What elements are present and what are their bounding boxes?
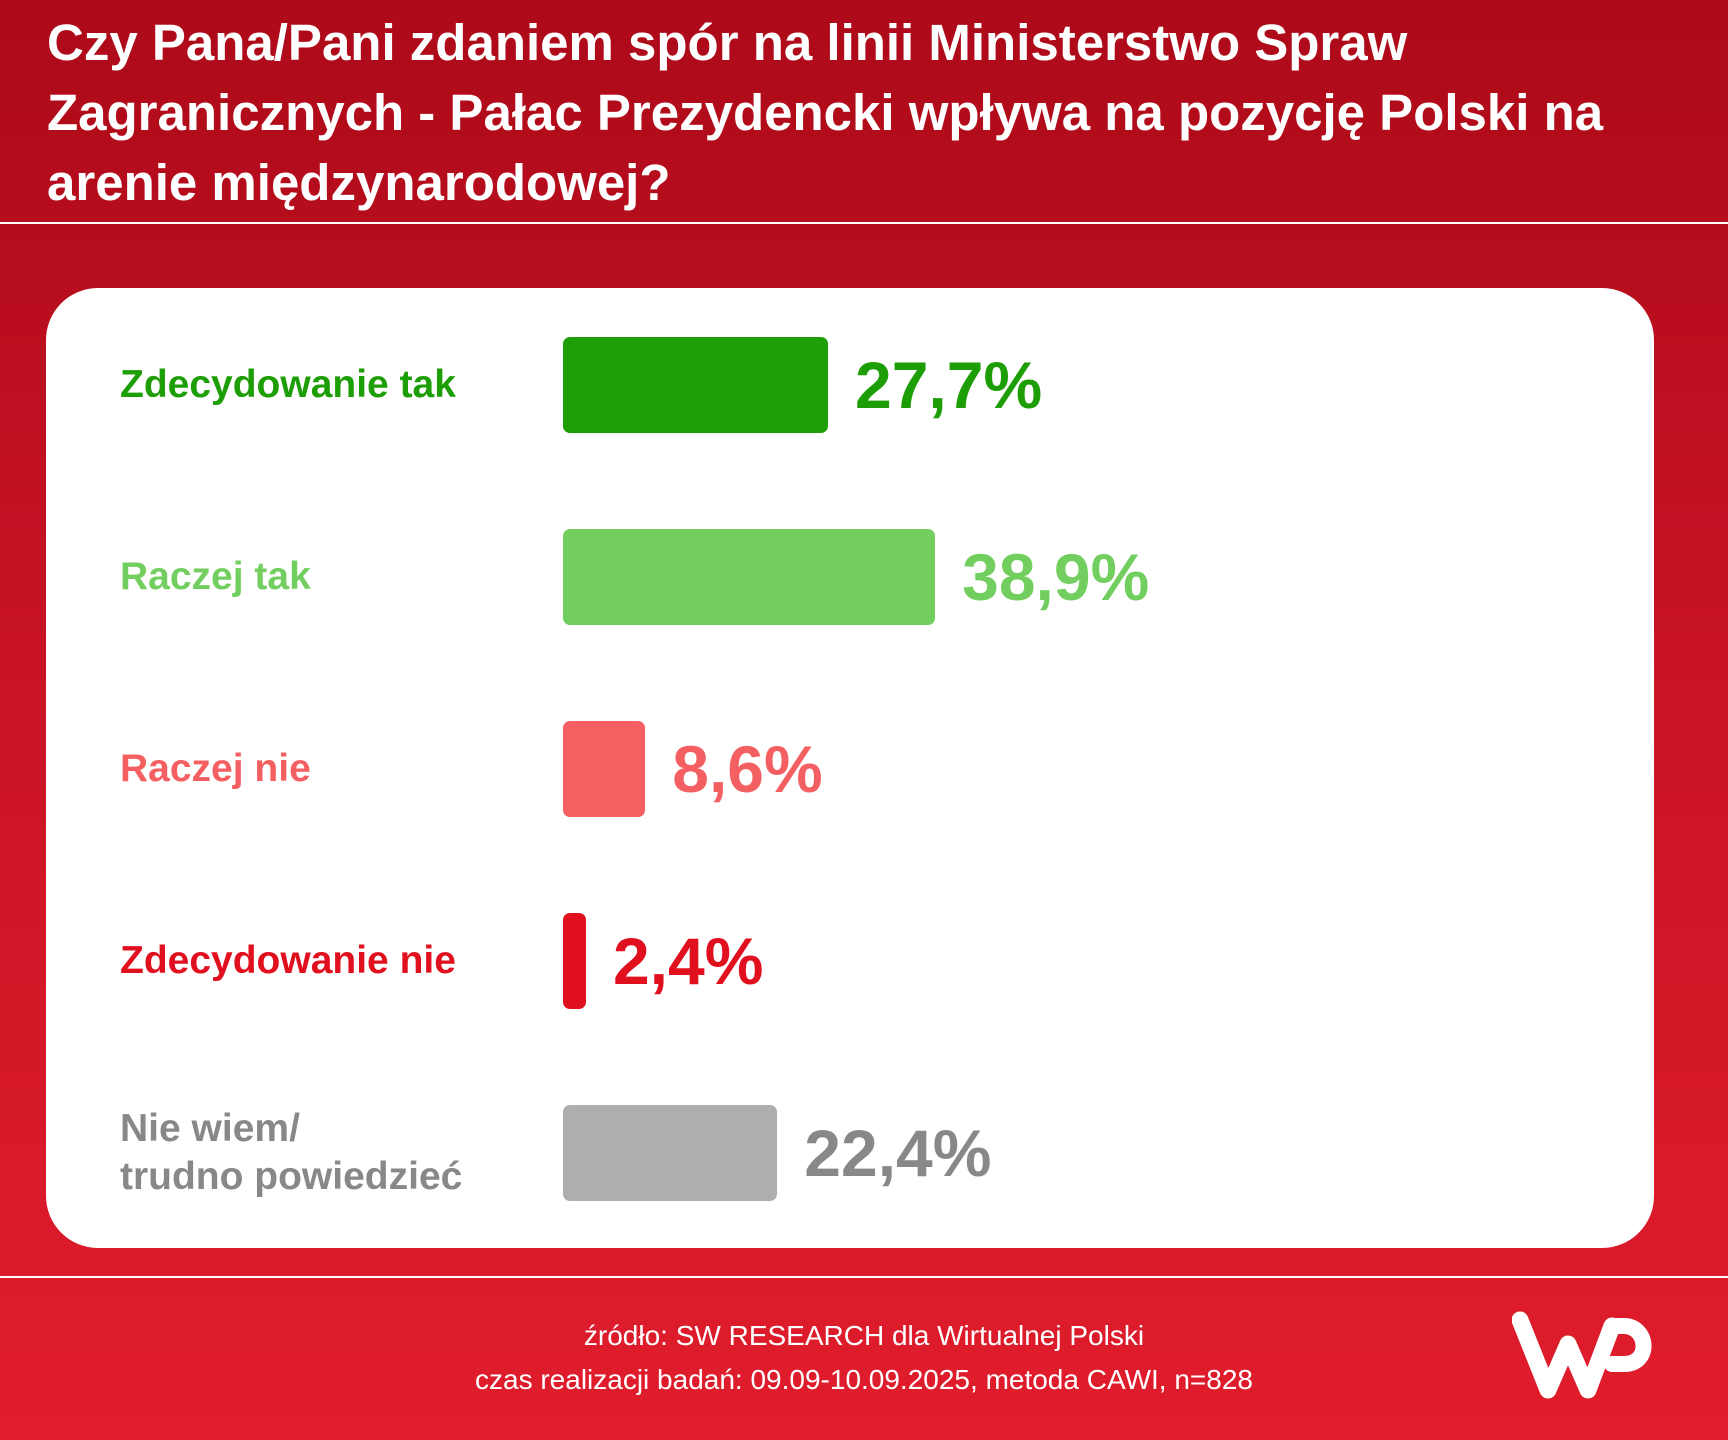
value-label: 38,9% bbox=[962, 540, 1150, 614]
bar bbox=[563, 721, 646, 817]
value-label: 27,7% bbox=[855, 348, 1043, 422]
bar bbox=[563, 1105, 778, 1201]
wp-logo-icon bbox=[1512, 1311, 1652, 1399]
value-label: 22,4% bbox=[804, 1116, 992, 1190]
bar bbox=[563, 529, 936, 625]
category-label: Zdecydowanie tak bbox=[120, 363, 456, 406]
survey-details: czas realizacji badań: 09.09-10.09.2025,… bbox=[475, 1364, 1253, 1395]
category-label: Nie wiem/ trudno powiedzieć bbox=[120, 1107, 463, 1198]
value-label: 2,4% bbox=[612, 924, 764, 998]
category-label: Zdecydowanie nie bbox=[120, 939, 456, 982]
category-label: Raczej tak bbox=[120, 555, 311, 598]
bar bbox=[563, 913, 586, 1009]
source-note: źródło: SW RESEARCH dla Wirtualnej Polsk… bbox=[583, 1320, 1145, 1351]
value-label: 8,6% bbox=[672, 732, 823, 806]
chart-card: Zdecydowanie tak 27,7% Raczej tak 38,9% Racz… bbox=[46, 288, 1654, 1248]
category-label: Raczej nie bbox=[120, 747, 311, 790]
chart-title: Czy Pana/Pani zdaniem spór na linii Mini… bbox=[47, 14, 1604, 211]
bar bbox=[563, 337, 828, 433]
header-divider bbox=[0, 222, 1728, 224]
footer-divider bbox=[0, 1276, 1728, 1278]
